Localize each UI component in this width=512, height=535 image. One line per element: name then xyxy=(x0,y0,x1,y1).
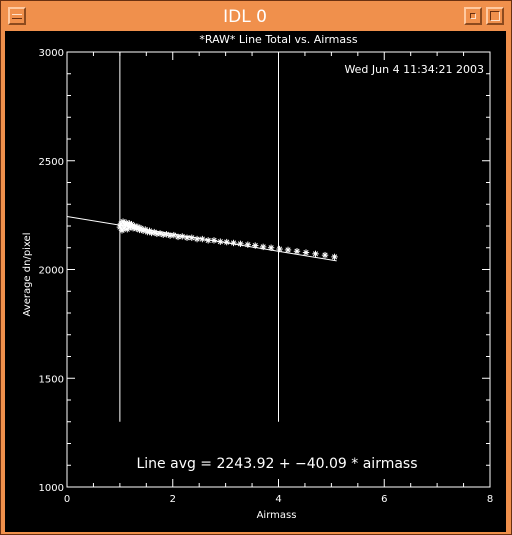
data-point xyxy=(237,240,244,248)
data-point xyxy=(188,234,195,241)
data-point-stroke xyxy=(260,244,266,250)
data-point xyxy=(199,235,206,243)
x-tick-label: 4 xyxy=(275,494,281,505)
window-titlebar[interactable]: IDL 0 xyxy=(4,4,508,30)
data-point-stroke xyxy=(184,235,190,241)
data-point xyxy=(230,239,237,247)
data-point xyxy=(302,249,310,256)
x-tick-label: 0 xyxy=(64,494,70,505)
data-point-stroke xyxy=(268,245,274,251)
data-point-stroke xyxy=(245,242,251,248)
points-layer xyxy=(116,218,338,261)
data-point-stroke xyxy=(276,246,283,252)
plot-timestamp: Wed Jun 4 11:34:21 2003 xyxy=(344,63,484,76)
data-point-stroke xyxy=(151,229,157,235)
data-point-stroke xyxy=(312,251,319,257)
minimize-glyph xyxy=(470,13,476,19)
data-point-stroke xyxy=(120,219,126,225)
data-point xyxy=(252,242,259,249)
data-point xyxy=(321,251,329,259)
data-point-stroke xyxy=(126,220,132,226)
x-tick-label: 2 xyxy=(170,494,176,505)
data-point xyxy=(276,245,283,253)
data-point-stroke xyxy=(285,247,291,253)
data-point xyxy=(284,246,292,254)
data-point-stroke xyxy=(138,225,144,231)
data-point-stroke xyxy=(189,235,195,241)
data-point xyxy=(128,221,135,228)
plot-area: *RAW* Line Total vs. Airmass Wed Jun 4 1… xyxy=(5,31,506,532)
data-point-stroke xyxy=(128,221,135,227)
data-point-stroke xyxy=(157,230,163,236)
data-point-stroke xyxy=(224,239,230,245)
maximize-glyph xyxy=(490,11,500,21)
data-point-stroke xyxy=(217,239,223,245)
data-point xyxy=(259,243,267,251)
data-point-stroke xyxy=(252,242,258,249)
data-point-stroke xyxy=(205,237,211,243)
data-point xyxy=(267,244,275,251)
data-point-stroke xyxy=(237,241,244,247)
data-point-stroke xyxy=(331,254,338,260)
data-point-stroke xyxy=(322,252,328,258)
y-axis-label: Average dn/pixel xyxy=(22,233,33,317)
data-point-stroke xyxy=(179,233,185,240)
fit-equation-label: Line avg = 2243.92 + −40.09 * airmass xyxy=(136,456,417,472)
data-point-stroke xyxy=(230,240,237,246)
data-point-stroke xyxy=(167,232,173,239)
data-point-stroke xyxy=(303,249,309,256)
y-tick-label: 2000 xyxy=(39,266,64,277)
window-menu-icon[interactable] xyxy=(8,7,26,25)
ticks-layer: 0 2 4 6 8 1000 1500 2000 2500 3000 xyxy=(39,48,494,505)
data-point xyxy=(293,248,301,255)
y-tick-label: 2500 xyxy=(39,157,64,168)
data-point-stroke xyxy=(194,236,200,242)
data-point-stroke xyxy=(163,231,169,237)
data-point xyxy=(244,241,252,248)
airmass-plot: *RAW* Line Total vs. Airmass Wed Jun 4 1… xyxy=(22,33,494,521)
data-point xyxy=(331,253,338,261)
y-tick-label: 3000 xyxy=(39,48,64,59)
window-menu-glyph xyxy=(12,14,22,19)
x-tick-label: 8 xyxy=(487,494,493,505)
data-point-stroke xyxy=(199,236,205,242)
y-tick-label: 1500 xyxy=(39,374,64,385)
data-point-stroke xyxy=(135,224,141,230)
data-point-stroke xyxy=(211,237,217,243)
data-point xyxy=(204,237,212,244)
maximize-icon[interactable] xyxy=(486,7,504,25)
lines-layer xyxy=(66,52,337,422)
data-point-stroke xyxy=(175,234,181,240)
data-point xyxy=(179,233,186,240)
data-point xyxy=(312,250,319,258)
data-point-stroke xyxy=(294,248,300,254)
window-title: IDL 0 xyxy=(223,7,267,27)
data-point xyxy=(223,238,230,246)
data-point xyxy=(144,228,151,236)
data-point xyxy=(210,237,218,244)
y-tick-label: 1000 xyxy=(39,483,64,494)
data-point-stroke xyxy=(171,232,177,238)
x-axis-label: Airmass xyxy=(257,510,297,521)
x-tick-label: 6 xyxy=(381,494,387,505)
data-point-stroke xyxy=(142,226,148,233)
minimize-icon[interactable] xyxy=(464,7,482,25)
data-point xyxy=(217,238,224,245)
plot-title: *RAW* Line Total vs. Airmass xyxy=(199,33,357,46)
